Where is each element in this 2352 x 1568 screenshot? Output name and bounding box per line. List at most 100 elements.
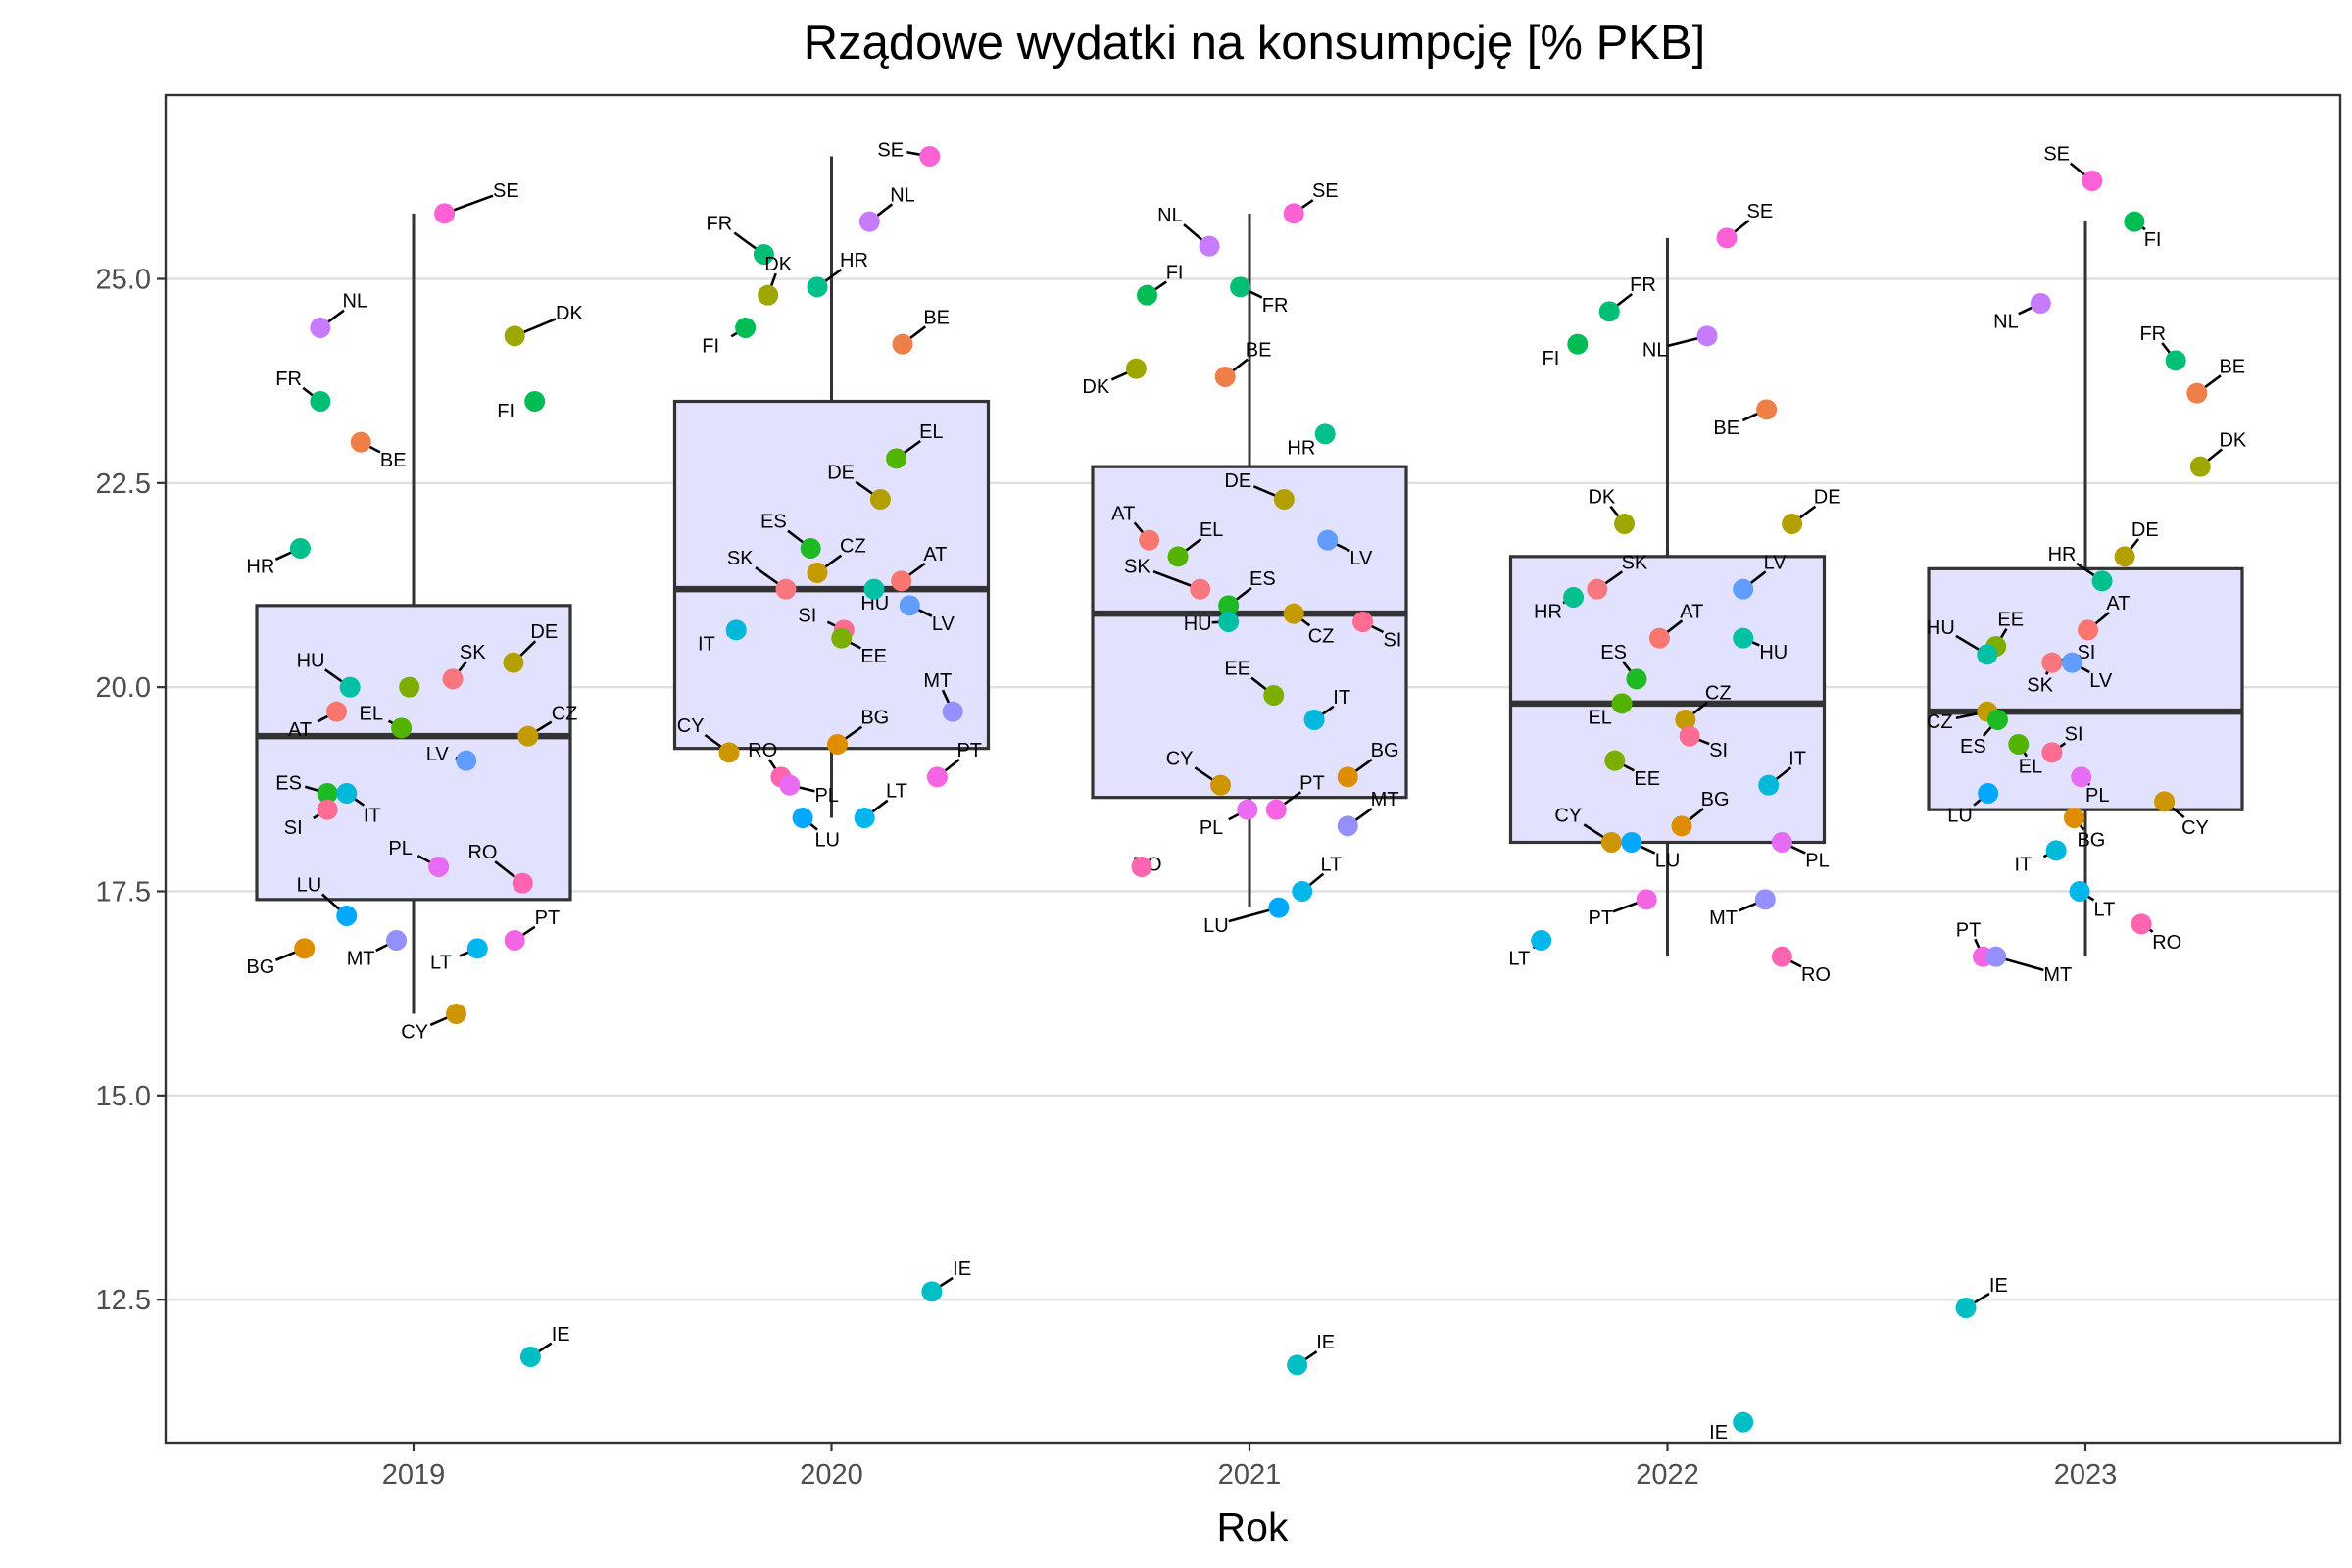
data-point bbox=[1598, 301, 1620, 322]
box-2020 bbox=[672, 156, 991, 818]
point-2019-IE: IE bbox=[519, 1324, 570, 1367]
label-leader bbox=[368, 445, 381, 454]
point-2022-NL: NL bbox=[1642, 325, 1718, 362]
label-leader bbox=[1688, 807, 1704, 821]
point-label: FR bbox=[707, 214, 733, 235]
data-point bbox=[753, 244, 774, 265]
point-2021-AT: AT bbox=[1111, 503, 1160, 551]
point-2019-DK: DK bbox=[504, 303, 583, 347]
point-label: SK bbox=[2027, 674, 2053, 696]
point-label: IE bbox=[1709, 1422, 1728, 1444]
point-label: FI bbox=[497, 401, 514, 422]
data-point bbox=[775, 578, 797, 600]
data-point bbox=[1287, 1354, 1308, 1376]
point-label: NL bbox=[890, 184, 915, 206]
point-2021-IT: IT bbox=[1303, 687, 1350, 730]
point-label: PT bbox=[1588, 907, 1613, 929]
label-leader bbox=[1751, 640, 1760, 647]
point-2020-CZ: CZ bbox=[807, 536, 866, 583]
point-2022-PT: PT bbox=[1588, 889, 1657, 929]
label-leader bbox=[1354, 807, 1373, 822]
point-label: IE bbox=[1989, 1275, 2008, 1297]
point-2022-EE: EE bbox=[1604, 750, 1660, 790]
data-point bbox=[1611, 693, 1633, 714]
data-point bbox=[1531, 930, 1552, 951]
point-label: EE bbox=[1224, 659, 1250, 680]
point-label: HR bbox=[2048, 544, 2077, 565]
point-2021-FR: FR bbox=[1230, 276, 1288, 317]
point-2021-SE: SE bbox=[1283, 180, 1339, 224]
point-2023-LT: LT bbox=[2069, 881, 2115, 921]
point-label: LT bbox=[1508, 949, 1530, 970]
data-point bbox=[310, 391, 331, 412]
label-leader bbox=[1734, 219, 1750, 233]
data-point bbox=[1190, 578, 1211, 600]
point-2019-LU: LU bbox=[297, 875, 358, 926]
point-2022-BG: BG bbox=[1671, 789, 1730, 837]
point-2020-MT: MT bbox=[923, 670, 963, 722]
chart-title: Rządowe wydatki na konsumpcję [% PKB] bbox=[804, 17, 1706, 70]
point-label: NL bbox=[1642, 340, 1668, 362]
point-2020-PL: PL bbox=[779, 774, 839, 807]
data-point bbox=[350, 431, 371, 453]
data-point bbox=[1758, 774, 1780, 796]
point-label: BG bbox=[246, 956, 274, 978]
label-leader bbox=[274, 551, 292, 561]
data-point bbox=[1292, 881, 1313, 902]
data-point bbox=[854, 808, 875, 828]
data-point bbox=[446, 1004, 467, 1024]
data-point bbox=[2069, 881, 2090, 902]
x-axis-title: Rok bbox=[1217, 1504, 1289, 1549]
point-label: SI bbox=[2077, 642, 2095, 663]
label-leader bbox=[1354, 758, 1373, 773]
point-2020-DE: DE bbox=[827, 463, 891, 510]
label-leader bbox=[826, 620, 836, 627]
label-leader bbox=[1232, 358, 1249, 372]
point-label: RO bbox=[467, 842, 497, 863]
point-2023-LU: LU bbox=[1947, 783, 1999, 827]
data-point bbox=[517, 725, 539, 747]
data-point bbox=[2154, 791, 2176, 812]
point-2020-SK: SK bbox=[727, 548, 797, 600]
point-label: BE bbox=[380, 450, 407, 471]
point-label: BG bbox=[1371, 740, 1399, 761]
y-tick-label: 20.0 bbox=[96, 672, 151, 704]
label-leader bbox=[538, 1342, 553, 1353]
label-leader bbox=[909, 325, 927, 340]
label-leader bbox=[824, 268, 843, 282]
point-label: DE bbox=[827, 463, 855, 484]
point-2021-HR: HR bbox=[1287, 423, 1336, 460]
label-leader bbox=[1152, 569, 1192, 587]
data-point bbox=[310, 318, 331, 338]
point-label: PT bbox=[1299, 772, 1325, 794]
point-label: IT bbox=[364, 806, 381, 827]
point-2023-HU: HU bbox=[1927, 617, 1998, 665]
data-point bbox=[725, 619, 747, 641]
y-tick-label: 15.0 bbox=[96, 1081, 151, 1112]
point-label: ES bbox=[1960, 736, 1986, 758]
point-label: LU bbox=[297, 875, 322, 897]
data-point bbox=[807, 563, 828, 583]
label-leader bbox=[522, 318, 557, 334]
point-2019-EL: EL bbox=[360, 704, 413, 739]
point-label: PL bbox=[1200, 817, 1223, 839]
data-point bbox=[1263, 685, 1285, 706]
label-leader bbox=[850, 641, 861, 650]
point-label: ES bbox=[1250, 568, 1276, 590]
data-point bbox=[926, 766, 948, 788]
point-2021-BE: BE bbox=[1214, 340, 1271, 387]
data-point bbox=[519, 1347, 541, 1367]
point-label: SI bbox=[284, 817, 303, 839]
point-2019-RO: RO bbox=[467, 842, 533, 894]
point-2022-IT: IT bbox=[1758, 748, 1806, 796]
point-2021-EE: EE bbox=[1224, 659, 1285, 706]
point-label: LT bbox=[430, 953, 452, 974]
point-label: PL bbox=[814, 785, 838, 807]
point-label: FR bbox=[1262, 295, 1289, 317]
point-2019-NL: NL bbox=[310, 291, 368, 338]
data-point bbox=[831, 627, 853, 649]
point-2023-SE: SE bbox=[2043, 144, 2103, 191]
data-point bbox=[2008, 734, 2030, 755]
point-2020-EE: EE bbox=[831, 627, 887, 667]
point-label: AT bbox=[1111, 503, 1135, 524]
